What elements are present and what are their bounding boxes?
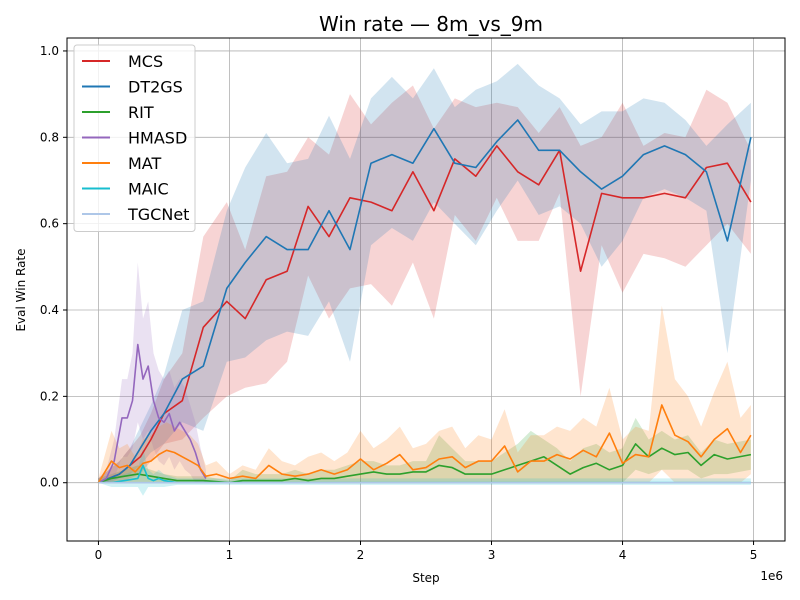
legend-label-rit: RIT	[128, 103, 154, 122]
x-tick-label-3: 3	[488, 548, 496, 562]
y-axis-label: Eval Win Rate	[14, 248, 28, 331]
band-mcs	[98, 85, 751, 483]
y-tick-label-0: 0.0	[40, 476, 59, 490]
x-tick-label-4: 4	[619, 548, 627, 562]
x-axis-offset-label: 1e6	[760, 569, 783, 583]
x-tick-label-5: 5	[750, 548, 758, 562]
legend-label-maic: MAIC	[128, 180, 169, 199]
x-tick-label-2: 2	[357, 548, 365, 562]
legend-label-dt2gs: DT2GS	[128, 78, 183, 97]
band-dt2gs	[98, 63, 751, 483]
series-lines	[97, 119, 752, 484]
x-tick-label-0: 0	[95, 548, 103, 562]
line-mat	[97, 404, 752, 484]
y-tick-label-2: 0.4	[40, 303, 59, 317]
x-ticks: 0 1 2 3 4 5	[95, 541, 758, 562]
legend-label-mat: MAT	[128, 154, 162, 173]
line-rit	[98, 443, 752, 484]
legend-label-tgcnet: TGCNet	[127, 205, 189, 224]
band-maic	[98, 448, 751, 496]
band-mat	[98, 305, 751, 483]
band-hmasd	[98, 262, 206, 483]
y-tick-label-4: 0.8	[40, 130, 59, 144]
x-tick-label-1: 1	[226, 548, 234, 562]
y-tick-label-1: 0.2	[40, 389, 59, 403]
y-tick-label-5: 1.0	[40, 44, 59, 58]
chart-title: Win rate — 8m_vs_9m	[319, 12, 543, 36]
grid	[67, 38, 785, 541]
legend-label-hmasd: HMASD	[128, 129, 187, 148]
y-tick-label-3: 0.6	[40, 217, 59, 231]
y-ticks: 0.0 0.2 0.4 0.6 0.8 1.0	[40, 44, 67, 490]
plot-frame	[66, 37, 786, 542]
line-hmasd	[98, 343, 207, 484]
x-axis-label: Step	[412, 571, 439, 585]
legend-box	[73, 44, 196, 232]
legend-label-mcs: MCS	[128, 52, 163, 71]
legend: MCS DT2GS RIT HMASD MAT MAIC TGCNet	[73, 44, 196, 232]
line-mcs	[98, 145, 752, 484]
